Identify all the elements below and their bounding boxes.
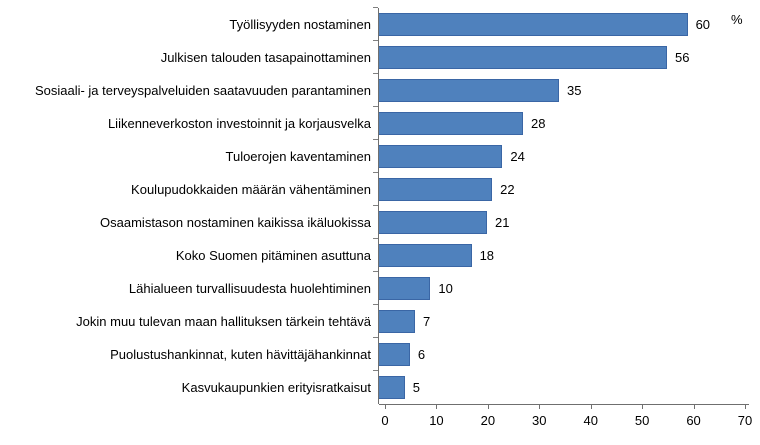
bar	[379, 79, 559, 102]
x-tick-label: 20	[480, 413, 496, 428]
bar-track: 28	[373, 106, 739, 140]
bar	[379, 343, 410, 366]
x-tick-label: 10	[429, 413, 444, 428]
unit-label: %	[731, 12, 743, 27]
category-label: Kasvukaupunkien erityisratkaisut	[181, 380, 371, 395]
chart-row: Työllisyyden nostaminen 60	[0, 7, 760, 41]
category-label: Koulupudokkaiden määrän vähentäminen	[131, 182, 371, 197]
chart-row: Osaamistason nostaminen kaikissa ikäluok…	[0, 205, 760, 239]
x-tick-label: 0	[381, 413, 389, 428]
x-axis-tick	[590, 405, 592, 409]
category-label: Liikenneverkoston investoinnit ja korjau…	[107, 116, 371, 131]
x-tick-label: 30	[532, 413, 547, 428]
bar	[379, 178, 493, 201]
bar-track: 60	[373, 7, 739, 41]
value-label: 10	[438, 281, 453, 296]
value-label: 35	[567, 83, 582, 98]
value-label: 21	[495, 215, 510, 230]
bar-track: 24	[373, 139, 739, 173]
bar-track: 6	[373, 337, 739, 371]
bar	[379, 277, 431, 300]
chart-row: Lähialueen turvallisuudesta huolehtimine…	[0, 271, 760, 305]
value-label: 18	[479, 248, 495, 263]
x-axis-tick	[385, 405, 386, 409]
bar	[379, 376, 405, 399]
value-label: 5	[412, 380, 420, 395]
chart-row: Puolustushankinnat, kuten hävittäjähanki…	[0, 337, 760, 371]
chart-row: Sosiaali- ja terveyspalveluiden saatavuu…	[0, 73, 760, 107]
category-label: Julkisen talouden tasapainottaminen	[160, 50, 371, 65]
category-label: Työllisyyden nostaminen	[229, 17, 371, 32]
value-label: 56	[675, 50, 690, 65]
bar-track: 7	[373, 304, 739, 338]
bar	[379, 13, 688, 36]
x-tick-label: 60	[686, 413, 701, 428]
x-axis-tick	[642, 405, 644, 409]
chart-row: Tuloerojen kaventaminen 24	[0, 139, 760, 173]
bar	[379, 310, 415, 333]
value-label: 60	[695, 17, 711, 32]
bar	[379, 112, 523, 135]
x-tick-label: 50	[634, 413, 650, 428]
value-label: 24	[510, 149, 525, 164]
category-label: Lähialueen turvallisuudesta huolehtimine…	[128, 281, 371, 296]
bar	[379, 46, 667, 69]
chart-rows: Työllisyyden nostaminen 60 Julkisen taloud…	[0, 7, 760, 404]
x-axis-tick	[745, 405, 746, 409]
x-tick-label: 40	[583, 413, 598, 428]
chart-row: Liikenneverkoston investoinnit ja korjau…	[0, 106, 760, 140]
bar-track: 10	[373, 271, 739, 305]
category-label: Koko Suomen pitäminen asuttuna	[175, 248, 371, 263]
chart-row: Kasvukaupunkien erityisratkaisut 5	[0, 370, 760, 404]
value-label: 28	[531, 116, 546, 131]
bar	[379, 145, 503, 168]
category-label: Osaamistason nostaminen kaikissa ikäluok…	[100, 215, 371, 230]
category-label: Puolustushankinnat, kuten hävittäjähanki…	[110, 347, 371, 362]
x-axis: 0 10 20 30 40 50 60 70	[379, 404, 753, 443]
bar-track: 35	[373, 73, 739, 107]
chart-row: Jokin muu tulevan maan hallituksen tärke…	[0, 304, 760, 338]
chart-row: Koko Suomen pitäminen asuttuna 18	[0, 238, 760, 272]
chart-row: Julkisen talouden tasapainottaminen 56	[0, 40, 760, 74]
x-axis-tick	[693, 405, 695, 409]
x-axis-tick	[436, 405, 438, 409]
x-axis-tick	[539, 405, 541, 409]
bar	[379, 244, 472, 267]
chart-row: Koulupudokkaiden määrän vähentäminen 22	[0, 172, 760, 206]
bar-track: 5	[373, 370, 739, 404]
category-label: Tuloerojen kaventaminen	[225, 149, 372, 164]
value-label: 6	[417, 347, 426, 362]
x-tick-label: 70	[737, 413, 753, 428]
bar-track: 21	[373, 205, 739, 239]
category-label: Jokin muu tulevan maan hallituksen tärke…	[76, 314, 371, 329]
bar-track: 56	[373, 40, 739, 74]
bar-track: 22	[373, 172, 739, 206]
category-label: Sosiaali- ja terveyspalveluiden saatavuu…	[34, 83, 371, 98]
value-label: 22	[500, 182, 515, 197]
x-axis-tick	[487, 405, 489, 409]
bar-track: 18	[373, 238, 739, 272]
bar	[379, 211, 487, 234]
value-label: 7	[423, 314, 431, 329]
